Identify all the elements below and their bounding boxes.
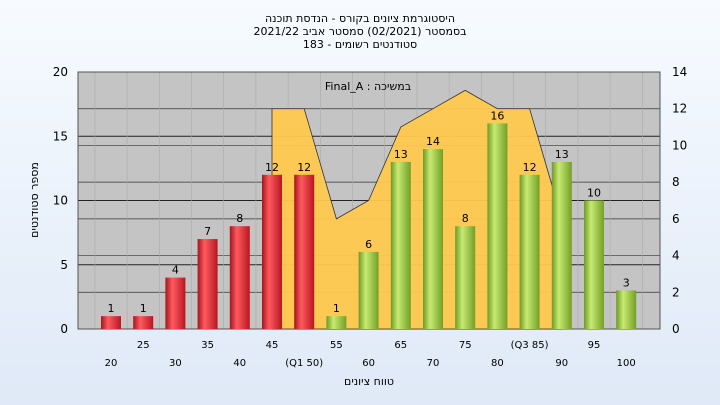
bar-label: 6 (365, 238, 372, 251)
y-axis-title: מספר סטודנטים (28, 162, 41, 238)
x-tick-label: 80 (491, 358, 504, 369)
bar (455, 226, 476, 329)
bars-group (101, 123, 637, 330)
bar (133, 316, 154, 329)
x-tick-label: 45 (266, 340, 279, 351)
x-tick-label: (Q1 50) (285, 358, 323, 369)
x-tick-label: (Q3 85) (511, 340, 549, 351)
bar-label: 1 (140, 302, 147, 315)
bar-label: 8 (236, 212, 243, 225)
bar-label: 8 (462, 212, 469, 225)
y2-tick-label: 6 (672, 212, 680, 226)
bar-label: 14 (426, 135, 440, 148)
x-tick-label: 35 (201, 340, 214, 351)
x-tick-label: 30 (169, 358, 182, 369)
x-tick-label: 90 (555, 358, 568, 369)
x-tick-label: 60 (362, 358, 375, 369)
chart-title: היסטוגרמת ציונים בקורס - הנדסת תוכנה בסמ… (253, 12, 466, 51)
x-tick-label: 75 (459, 340, 472, 351)
y-tick-label: 15 (53, 129, 68, 143)
bar-label: 1 (333, 302, 340, 315)
x-tick-label: 20 (105, 358, 118, 369)
y-axis-right-ticks: 0 2 4 6 8 10 12 14 (672, 65, 687, 336)
y2-tick-label: 8 (672, 175, 680, 189)
y2-tick-label: 14 (672, 65, 687, 79)
y-tick-label: 5 (60, 258, 68, 272)
y-tick-label: 10 (53, 194, 68, 208)
x-axis-title: טווח ציונים (344, 375, 394, 388)
bar (584, 200, 604, 329)
bar (358, 251, 379, 329)
x-tick-label: 55 (330, 340, 343, 351)
bar-label: 12 (297, 161, 311, 174)
title-line-2: בסמסטר (02/2021) סמסטר אביב 2021/22 (253, 25, 466, 38)
bar-label: 7 (204, 225, 211, 238)
bar-label: 4 (172, 264, 179, 277)
bar (165, 277, 186, 329)
x-axis-ticks: 20 25 30 35 40 45 (Q1 50) 55 60 65 70 75 80 (Q3 85) 90… (105, 340, 636, 369)
bar-label: 12 (523, 161, 537, 174)
bar (197, 239, 218, 329)
bar (616, 290, 637, 329)
bar-label: 13 (394, 148, 408, 161)
x-tick-label: 25 (137, 340, 150, 351)
x-tick-label: 100 (617, 358, 636, 369)
y2-tick-label: 4 (672, 249, 680, 263)
bar (519, 174, 540, 329)
y-tick-label: 0 (60, 322, 68, 336)
bar (229, 226, 250, 329)
y2-tick-label: 10 (672, 138, 687, 152)
y-tick-label: 20 (53, 65, 68, 79)
title-line-1: היסטוגרמת ציונים בקורס - הנדסת תוכנה (265, 12, 455, 25)
x-tick-label: 70 (427, 358, 440, 369)
bar-label: 12 (265, 161, 279, 174)
bar (551, 161, 572, 329)
y2-tick-label: 2 (672, 285, 680, 299)
bar (390, 161, 411, 329)
x-tick-label: 65 (394, 340, 407, 351)
bar (326, 316, 347, 329)
bar (423, 149, 443, 329)
bar (294, 174, 315, 329)
y2-tick-label: 12 (672, 102, 687, 116)
bar-label: 13 (555, 148, 569, 161)
legend-label: Final_A : במשיכה (325, 80, 411, 93)
y2-tick-label: 0 (672, 322, 680, 336)
x-tick-label: 40 (233, 358, 246, 369)
bar-label: 10 (587, 187, 601, 200)
x-tick-label: 95 (588, 340, 601, 351)
bar-label: 1 (108, 302, 115, 315)
bar-label: 3 (623, 276, 630, 289)
bar-label: 16 (490, 109, 504, 122)
title-line-3: סטודנטים רשומים - 183 (303, 38, 417, 51)
bar (487, 123, 508, 330)
bar (101, 316, 121, 329)
y-axis-left-ticks: 0 5 10 15 20 (53, 65, 68, 336)
bar (262, 174, 282, 329)
